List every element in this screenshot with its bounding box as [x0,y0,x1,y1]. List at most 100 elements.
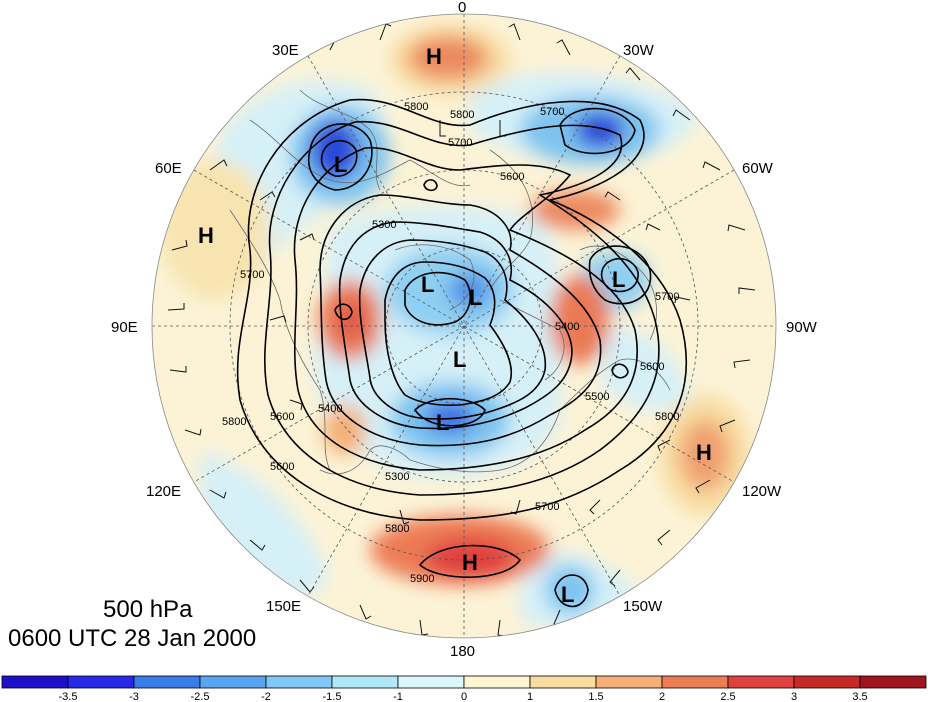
contour-label: 5900 [410,573,434,585]
lon-label-150w: 150W [623,598,663,615]
low-center-siberia: L [436,410,449,435]
contour-small-ring-2 [611,363,629,379]
high-center-north: H [426,44,442,69]
low-center-arctic-2: L [469,285,482,310]
contour-canada-low [588,245,652,305]
contour-5100 [404,271,471,326]
contour-label: 5300 [372,219,396,231]
anomaly-positive-alaska [550,275,610,365]
pressure-centers: H L H L L L L L H H L [198,44,712,607]
contour-labels: 5800 5800 5700 5700 5600 5300 5700 5800 … [222,101,679,585]
map-disk: 5800 5800 5700 5700 5600 5300 5700 5800 … [152,14,776,638]
contour-label: 5700 [535,501,559,513]
map-boundary [151,13,777,639]
contour-5100-siberia [413,397,486,427]
longitude-labels: 0 30W 60W 90W 120W 150W 180 150E 120E 90… [111,0,818,660]
high-center-west: H [198,223,214,248]
colorbar-tick-label: 1 [527,691,533,702]
lon-label-90w: 90W [786,319,818,336]
colorbar-segment [331,675,399,689]
low-center-pole: L [453,347,466,372]
anomaly-strong-negative-atlantic [575,112,625,148]
contour-small-ring-3 [423,179,438,192]
colorbar-segment [265,675,333,689]
contour-label: 5700 [655,291,679,303]
contour-label: 5800 [450,109,474,121]
contour-label: 5300 [385,471,409,483]
contour-5900 [418,544,522,578]
lon-label-60e: 60E [155,160,182,177]
contour-small-ring-1 [334,303,353,321]
contour-label: 5800 [385,523,409,535]
anomaly-weak-negative-east [600,328,690,411]
height-contours [236,98,688,608]
coastlines [229,89,671,475]
colorbar-tick-label: 2.5 [720,691,735,702]
colorbar-tick-label: 0 [461,691,467,702]
contour-5600 [293,147,638,471]
colorbar: -3.5 -3 -2.5 -2 -1.5 -1 0 1 1.5 2 2.5 3 3.5 [1,675,927,702]
contour-label: 5600 [500,171,524,183]
map-title: 500 hPa 0600 UTC 28 Jan 2000 [8,596,256,652]
colorbar-segment [859,675,927,689]
low-center-arctic-1: L [421,272,434,297]
colorbar-tick-label: 3.5 [852,691,867,702]
colorbar-segment [1,675,69,689]
wind-barbs [167,23,756,637]
colorbar-segment [67,675,135,689]
colorbar-tick-label: 2 [659,691,665,702]
lon-label-90e: 90E [111,319,138,336]
colorbar-tick-label: 1.5 [588,691,603,702]
contour-label: 5800 [655,411,679,423]
contour-canada-low-inner [600,257,639,293]
lon-label-60w: 60W [742,160,774,177]
anomaly-weak-positive-west [160,160,270,300]
contour-5700 [263,120,660,496]
contour-atlantic-low [559,107,636,155]
low-center-canada: L [612,267,625,292]
colorbar-tick-label: 3 [791,691,797,702]
contour-5800-outer [236,98,688,521]
anomaly-positive-east-pacific [680,420,730,490]
contour-label: 5600 [640,361,664,373]
contour-label: 5800 [222,416,246,428]
contour-label: 5800 [404,101,428,113]
high-center-pacific: H [462,550,478,575]
colorbar-segment [133,675,201,689]
colorbar-segment [793,675,861,689]
lon-label-150e: 150E [266,598,301,615]
colorbar-segment [661,675,729,689]
contour-label: 5700 [540,106,564,118]
colorbar-tick-label: -1 [393,691,403,702]
contour-5300 [358,239,547,420]
contour-label: 5400 [555,321,579,333]
anomaly-strong-positive-ural [338,300,366,340]
colorbar-tick-label: -3 [129,691,139,702]
lon-label-0: 0 [458,0,466,16]
title-datetime: 0600 UTC 28 Jan 2000 [8,625,256,652]
anomaly-positive-north [408,36,488,80]
colorbar-tick-label: -1.5 [323,691,342,702]
contour-label: 5600 [270,461,294,473]
contour-label: 5600 [270,411,294,423]
colorbar-tick-label: -3.5 [59,691,78,702]
lon-label-30e: 30E [272,42,299,59]
contour-5400 [338,221,573,430]
colorbar-segment [397,675,465,689]
contour-label: 5700 [448,137,472,149]
colorbar-segment [727,675,795,689]
contour-label: 5500 [585,391,609,403]
contour-5200 [384,261,513,407]
title-level: 500 hPa [103,596,193,623]
contour-europe-low-inner [320,140,358,177]
colorbar-segment [463,675,531,689]
lon-label-120w: 120W [742,483,782,500]
contour-5500 [319,194,602,447]
low-center-pacific: L [561,582,574,607]
colorbar-segment [595,675,663,689]
colorbar-tick-label: -2 [261,691,271,702]
lon-label-180: 180 [450,643,475,660]
colorbar-segment [529,675,597,689]
contour-pacific-low [554,574,589,608]
